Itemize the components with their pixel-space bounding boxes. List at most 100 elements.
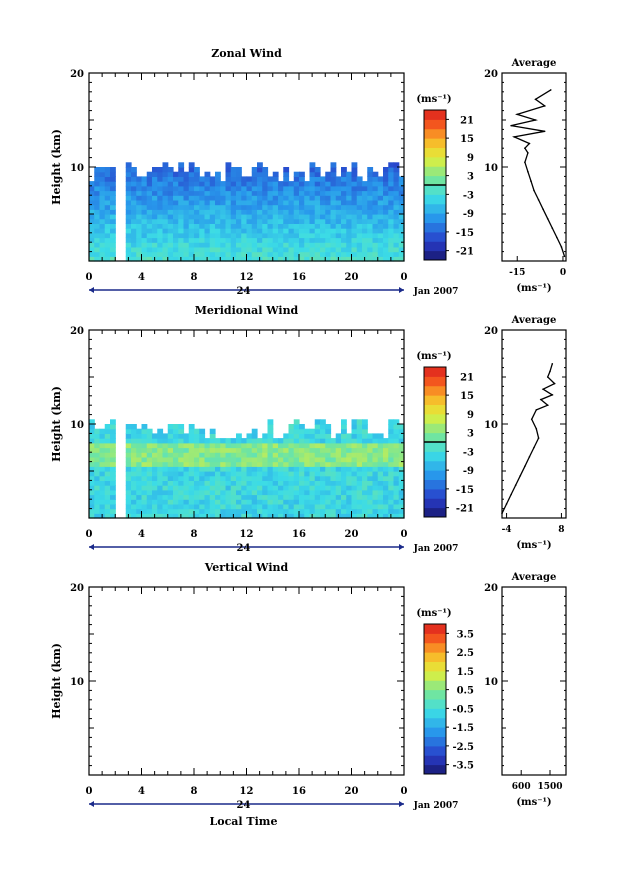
heatmap-cell [320,447,326,453]
heatmap-cell [173,452,179,458]
heatmap-cell [356,419,363,425]
heatmap-cell [257,185,263,192]
heatmap-cell [173,503,179,510]
heatmap-cell [199,442,206,449]
heatmap-cell [278,438,284,444]
heatmap-cell [167,204,174,210]
heatmap-cell [341,513,347,519]
heatmap-cell [220,237,227,243]
heatmap-cell [367,223,374,229]
heatmap-cell [225,452,232,458]
heatmap-cell [304,433,311,439]
heatmap-cell [351,232,358,239]
heatmap-cell [314,237,321,243]
heatmap-cell [183,433,190,439]
heatmap-cell [372,223,379,229]
heatmap-cell [341,428,347,434]
heatmap-cell [251,237,258,243]
heatmap-cell [188,232,195,239]
heatmap-cell [99,237,106,243]
heatmap-cell [398,199,405,206]
heatmap-cell [99,480,106,486]
heatmap-cell [99,503,106,510]
heatmap-cell [131,485,137,491]
heatmap-cell [167,508,174,514]
heatmap-cell [178,508,185,514]
heatmap-cell [299,447,305,453]
heatmap-cell [89,447,95,453]
heatmap-cell [125,442,132,449]
heatmap-cell [89,223,95,229]
heatmap-cell [351,499,358,505]
heatmap-cell [288,475,295,481]
heatmap-cell [388,251,395,257]
heatmap-cell [241,181,248,187]
heatmap-cell [272,513,279,519]
heatmap-cell [178,181,185,187]
heatmap-cell [188,181,195,187]
heatmap-cell [299,246,305,253]
heatmap-cell [141,456,148,463]
heatmap-cell [320,181,326,187]
heatmap-cell [257,171,263,177]
heatmap-cell [351,214,358,220]
colorbar-segment [424,652,446,662]
date-line-arrow-left [89,544,94,550]
heatmap-cell [167,461,174,467]
heatmap-cell [183,452,190,458]
heatmap-cell [278,223,284,229]
heatmap-cell [146,237,153,243]
heatmap-cell [309,447,316,453]
heatmap-cell [393,438,400,444]
heatmap-cell [131,190,137,196]
heatmap-cell [283,442,290,449]
heatmap-cell [236,181,242,187]
heatmap-cell [356,228,363,234]
profile-point [519,474,522,477]
heatmap-cell [125,242,132,248]
heatmap-cell [362,424,368,430]
heatmap-cell [125,480,132,486]
heatmap-cell [367,171,374,177]
y-tick-label: 10 [70,163,84,174]
heatmap-cell [325,185,332,192]
heatmap-cell [104,185,111,192]
heatmap-cell [309,223,316,229]
heatmap-cell [246,489,253,496]
heatmap-cell [188,218,195,224]
heatmap-cell [341,181,347,187]
heatmap-cell [183,256,190,262]
heatmap-cell [125,162,132,168]
heatmap-cell [131,428,137,434]
heatmap-cell [330,503,337,510]
heatmap-cell [178,442,185,449]
heatmap-cell [241,494,248,500]
heatmap-cell [94,185,101,192]
x-tick-label: 16 [292,272,306,283]
heatmap-cell [299,499,305,505]
heatmap-cell [215,494,221,500]
heatmap-cell [146,223,153,229]
heatmap-cell [341,251,347,257]
heatmap-cell [178,162,185,168]
heatmap-cell [314,209,321,215]
heatmap-cell [241,176,248,182]
heatmap-cell [99,471,106,477]
heatmap-cell [351,195,358,201]
heatmap-cell [314,456,321,463]
heatmap-cell [125,428,132,434]
heatmap-cell [325,475,332,481]
heatmap-cell [125,218,132,224]
heatmap-cell [398,433,405,439]
heatmap-cell [188,246,195,253]
heatmap-cell [178,485,185,491]
heatmap-cell [136,508,143,514]
heatmap-cell [325,456,332,463]
heatmap-cell [356,424,363,430]
heatmap-cell [293,232,300,239]
heatmap-cell [236,442,242,449]
heatmap-cell [167,167,174,173]
heatmap-cell [330,181,337,187]
heatmap-cell [393,480,400,486]
heatmap-cell [272,242,279,248]
